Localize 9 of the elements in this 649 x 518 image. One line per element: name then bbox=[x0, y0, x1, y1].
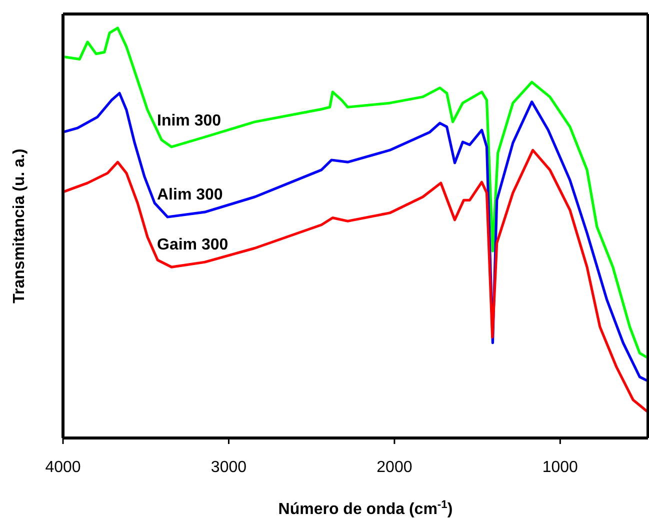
series-label: Gaim 300 bbox=[157, 236, 228, 254]
series-label: Alim 300 bbox=[157, 186, 223, 204]
x-tick-label: 3000 bbox=[210, 459, 247, 476]
x-axis-title: Número de onda (cm$^{-1}$) bbox=[278, 499, 453, 518]
x-tick-label: 4000 bbox=[45, 459, 81, 476]
y-axis-title: Transmitancia (u. a.) bbox=[11, 148, 28, 304]
series-label: Inim 300 bbox=[157, 112, 222, 130]
x-tick-label: 1000 bbox=[542, 459, 578, 476]
x-tick-label: 2000 bbox=[376, 459, 412, 476]
